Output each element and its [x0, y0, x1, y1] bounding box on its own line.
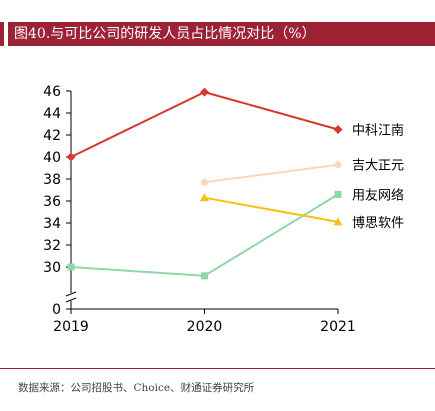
y-tick-label-0: 0: [52, 302, 61, 318]
legend-label-3: 用友网络: [352, 187, 404, 203]
data-source: 数据来源：公司招股书、Choice、财通证券研究所: [18, 382, 255, 394]
figure-title: 图40.与可比公司的研发人员占比情况对比（%）: [14, 26, 316, 42]
series-2-point-2021: [334, 161, 342, 169]
axis-break-mark-1: [65, 291, 77, 297]
series-line-4: [204, 196, 339, 223]
series-4-point-2021: [333, 217, 343, 226]
x-tick-label-2020: 2020: [187, 319, 223, 335]
y-tick-label-36: 36: [43, 194, 61, 210]
series-4-point-2020: [200, 193, 209, 202]
series-line-1: [70, 91, 339, 158]
series-line-2: [204, 163, 339, 184]
y-tick-label-40: 40: [43, 150, 61, 166]
y-tick-label-44: 44: [43, 106, 61, 122]
line-chart: 0 30 32 34 36 38 40 42 44 46 2019 2020 2021 中科江南吉大正元用…: [43, 84, 404, 335]
title-accent: [0, 22, 4, 46]
y-tick-label-32: 32: [43, 238, 61, 254]
series-1-point-2021: [333, 125, 343, 134]
x-tick-label-2019: 2019: [53, 319, 89, 335]
y-tick-label-38: 38: [43, 172, 61, 188]
legend-label-4: 博思软件: [352, 216, 404, 231]
legend-label-2: 吉大正元: [352, 159, 404, 174]
series-3-point-2019: [67, 263, 75, 271]
y-tick-label-46: 46: [43, 84, 61, 100]
series-2-point-2020: [201, 178, 208, 186]
y-tick-label-30: 30: [43, 260, 61, 276]
x-tick-label-2021: 2021: [320, 319, 356, 335]
y-tick-label-34: 34: [43, 216, 61, 232]
axis-break-mark-2: [65, 297, 77, 303]
series-3-point-2021: [334, 190, 342, 198]
footer-divider: [0, 368, 435, 369]
legend-label-1: 中科江南: [352, 123, 404, 139]
y-tick-label-42: 42: [43, 128, 61, 144]
series-line-3: [70, 193, 339, 277]
series-1-point-2019: [66, 152, 76, 162]
title-background: [8, 22, 435, 46]
series-3-point-2020: [201, 272, 208, 280]
figure-title-bar: 图40.与可比公司的研发人员占比情况对比（%）: [0, 22, 435, 46]
series-1-point-2020: [200, 87, 209, 97]
